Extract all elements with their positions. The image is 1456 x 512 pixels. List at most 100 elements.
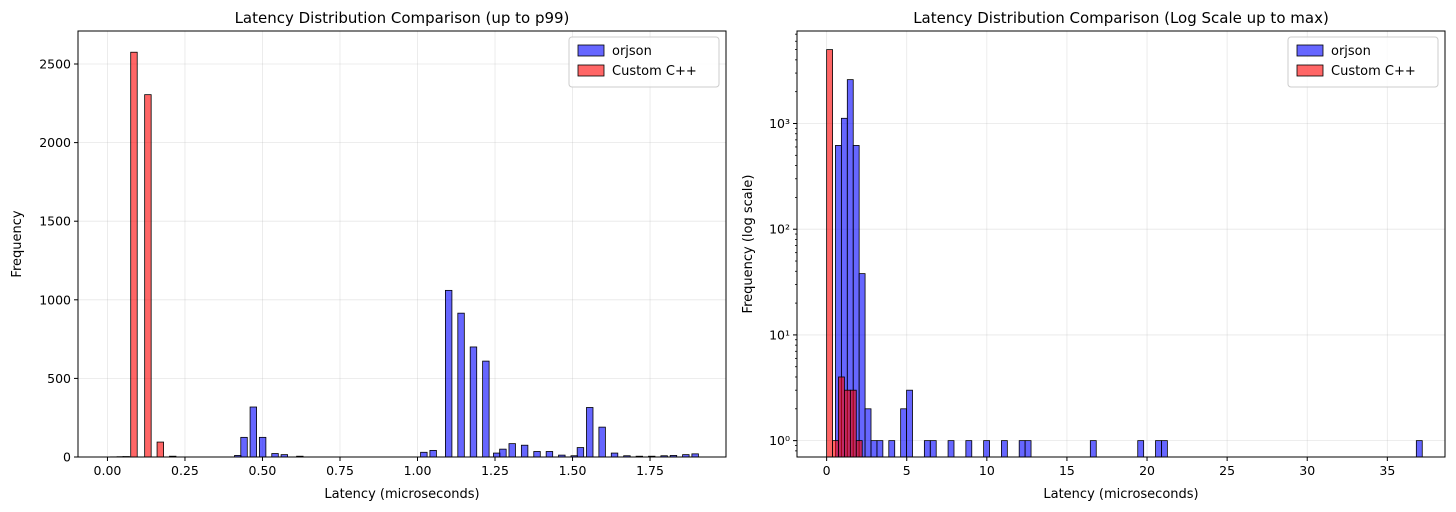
x-tick-label: 1.25: [481, 463, 509, 478]
bar-orjson: [598, 426, 606, 458]
bar-orjson: [576, 447, 585, 458]
bar-custom-c-: [849, 389, 857, 458]
bar-orjson: [929, 440, 937, 458]
bar-orjson: [876, 440, 884, 458]
y-tick-label: 10²: [769, 222, 790, 237]
y-tick-label: 10¹: [769, 327, 790, 342]
bar-custom-c-: [156, 441, 164, 458]
y-axis-label: Frequency (log scale): [741, 175, 756, 314]
bar-orjson: [610, 452, 619, 458]
bar-orjson: [864, 408, 872, 458]
legend-box: [1287, 36, 1439, 88]
bar-orjson: [499, 448, 507, 458]
y-tick-label: 1000: [39, 292, 71, 307]
bar-orjson: [906, 389, 913, 458]
y-tick-label: 1500: [39, 214, 71, 229]
bar-orjson: [520, 444, 529, 458]
legend-swatch-custom-cpp: [1296, 64, 1324, 77]
y-axis-ticks: 0 500 1000 1500 2000 2500: [39, 57, 78, 465]
bar-orjson: [258, 436, 267, 458]
bar-custom-c-: [826, 49, 833, 458]
bar-orjson: [983, 440, 990, 458]
chart-title: Latency Distribution Comparison (Log Sca…: [913, 9, 1329, 27]
bar-orjson: [923, 440, 931, 458]
bar-orjson: [1161, 440, 1168, 458]
legend-swatch-orjson: [1296, 44, 1324, 57]
bar-orjson: [457, 312, 465, 458]
legend-swatch-orjson: [577, 44, 605, 57]
y-tick-label: 2500: [39, 57, 71, 72]
x-tick-label: 0: [823, 463, 831, 478]
x-tick-label: 5: [903, 463, 911, 478]
bar-orjson: [420, 451, 428, 458]
chart-latency-log: 0 5 10 15 20 25 30 35 10⁰ 10¹ 10² 10³ Latency Dist…: [741, 9, 1446, 502]
y-tick-label: 2000: [39, 135, 71, 150]
x-tick-label: 35: [1379, 463, 1395, 478]
legend-label-custom-cpp: Custom C++: [612, 64, 697, 79]
x-tick-label: 1.75: [636, 463, 664, 478]
y-axis-ticks: 10⁰ 10¹ 10² 10³: [769, 33, 797, 452]
bar-orjson: [249, 406, 257, 458]
x-axis-ticks: 0 5 10 15 20 25 30 35: [823, 457, 1395, 478]
x-axis-ticks: 0.00 0.25 0.50 0.75 1.00 1.25 1.50 1.75: [94, 457, 664, 478]
legend: orjson Custom C++: [1287, 36, 1439, 88]
bar-orjson: [947, 440, 955, 458]
bar-custom-c-: [130, 51, 138, 458]
legend: orjson Custom C++: [568, 36, 720, 88]
bar-orjson: [493, 452, 501, 458]
y-tick-label: 0: [63, 450, 71, 465]
y-tick-label: 500: [47, 371, 71, 386]
bar-orjson: [240, 436, 248, 458]
bar-orjson: [1137, 440, 1145, 458]
x-tick-label: 20: [1139, 463, 1155, 478]
y-tick-label: 10⁰: [769, 433, 790, 448]
x-tick-label: 15: [1059, 463, 1075, 478]
x-tick-label: 10: [979, 463, 995, 478]
legend-label-orjson: orjson: [612, 44, 652, 59]
bar-orjson: [1415, 440, 1423, 458]
x-axis-label: Latency (microseconds): [1043, 487, 1198, 502]
bar-orjson: [482, 360, 490, 458]
x-tick-label: 1.00: [404, 463, 432, 478]
bar-orjson: [586, 407, 594, 458]
x-tick-label: 0.50: [249, 463, 277, 478]
bar-orjson: [508, 443, 516, 458]
bar-orjson: [900, 408, 907, 458]
bar-orjson: [469, 346, 478, 458]
bar-orjson: [445, 289, 453, 458]
bar-orjson: [888, 440, 896, 458]
bar-orjson: [271, 453, 279, 458]
bar-custom-c-: [838, 376, 845, 458]
y-tick-label: 10³: [769, 116, 790, 131]
bars: [110, 51, 699, 458]
legend-box: [568, 36, 720, 88]
bar-orjson: [533, 451, 541, 458]
x-tick-label: 1.50: [559, 463, 587, 478]
x-tick-label: 30: [1299, 463, 1315, 478]
legend-label-custom-cpp: Custom C++: [1331, 64, 1416, 79]
x-tick-label: 0.00: [94, 463, 122, 478]
bar-custom-c-: [855, 440, 863, 458]
bar-custom-c-: [144, 94, 152, 458]
bar-orjson: [1001, 440, 1008, 458]
y-axis-label: Frequency: [10, 210, 25, 277]
plot-frame: [796, 30, 1446, 458]
bar-orjson: [1018, 440, 1026, 458]
bar-orjson: [429, 449, 437, 458]
chart-title: Latency Distribution Comparison (up to p…: [235, 9, 570, 27]
plot-frame: [77, 30, 727, 458]
x-tick-label: 0.75: [326, 463, 354, 478]
legend-label-orjson: orjson: [1331, 44, 1371, 59]
bar-orjson: [1155, 440, 1162, 458]
x-axis-label: Latency (microseconds): [324, 487, 479, 502]
chart-latency-linear: 0.00 0.25 0.50 0.75 1.00 1.25 1.50 1.75 0 500 100…: [10, 9, 727, 502]
bar-orjson: [858, 273, 866, 458]
bar-custom-c-: [832, 440, 839, 458]
bar-orjson: [965, 440, 973, 458]
bar-orjson: [545, 451, 554, 458]
legend-swatch-custom-cpp: [577, 64, 605, 77]
bar-orjson: [1024, 440, 1032, 458]
x-tick-label: 0.25: [171, 463, 199, 478]
